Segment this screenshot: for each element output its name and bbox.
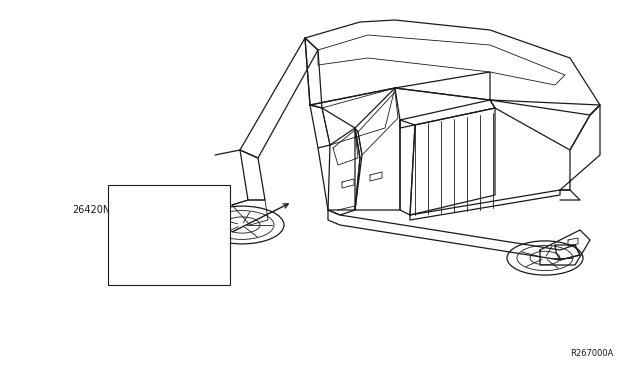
- Text: 26420N: 26420N: [72, 205, 110, 215]
- Text: R267000A: R267000A: [570, 349, 613, 358]
- Bar: [108, 185, 230, 285]
- Text: 26590E: 26590E: [112, 273, 149, 283]
